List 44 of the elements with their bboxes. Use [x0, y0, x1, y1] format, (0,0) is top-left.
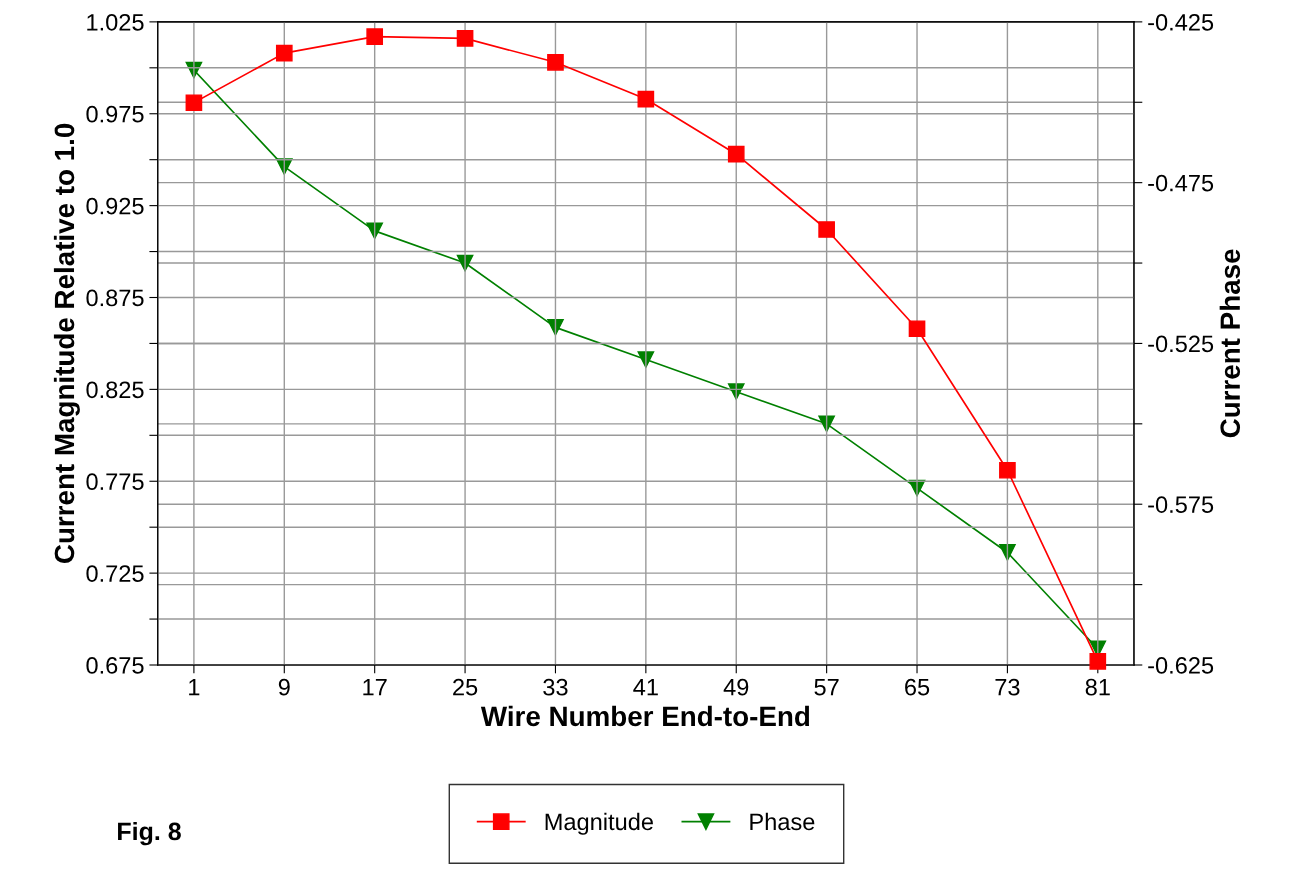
legend-label: Magnitude [545, 812, 653, 835]
point [366, 28, 384, 45]
x-tick-label: 73 [995, 678, 1020, 696]
point [547, 53, 564, 71]
y-tick-label: 1.025 [87, 13, 144, 31]
point [185, 94, 203, 112]
x-tick-label: 49 [723, 678, 749, 696]
y-tick-label: 0.925 [86, 197, 144, 215]
y2-tick-label: -0.625 [1148, 657, 1214, 674]
y-tick-label: 0.875 [86, 289, 144, 307]
legend-label: Phase [750, 812, 815, 831]
point [547, 319, 564, 336]
x-tick-label: 41 [633, 679, 658, 696]
point [818, 415, 835, 433]
y-tick-label: 0.825 [86, 381, 144, 399]
x-axis-title: Wire Number End-to-End [480, 705, 810, 727]
point [637, 90, 655, 108]
y2-tick-label: -0.475 [1148, 174, 1214, 192]
x-tick-label: 57 [814, 679, 839, 696]
y2-tick-label: -0.575 [1148, 496, 1214, 514]
point [908, 320, 926, 338]
y-tick-label: 0.725 [86, 565, 144, 582]
x-tick-label: 65 [905, 678, 930, 696]
y2-tick-label: -0.425 [1148, 13, 1214, 31]
x-tick-label: 33 [543, 678, 568, 696]
x-tick-label: 9 [278, 678, 290, 696]
point [275, 44, 293, 62]
y2-tick-label: -0.525 [1148, 335, 1214, 353]
x-tick-label: 25 [453, 678, 478, 696]
point [818, 221, 835, 238]
y-tick-label: 0.675 [86, 657, 144, 674]
caption: Fig. 8 [118, 821, 181, 846]
point [1089, 652, 1107, 670]
point [727, 145, 745, 163]
y-tick-label: 0.775 [86, 473, 144, 491]
point [999, 544, 1016, 561]
y-tick-label: 0.975 [86, 105, 144, 123]
x-tick-label: 17 [363, 679, 387, 696]
point [456, 30, 474, 47]
y2-axis-title: Current Phase [1219, 249, 1241, 438]
x-tick-label: 1 [189, 679, 200, 696]
y-axis-title: Current Magnitude Relative to 1.0 [53, 123, 80, 563]
point [999, 461, 1016, 479]
x-tick-label: 81 [1085, 678, 1110, 696]
